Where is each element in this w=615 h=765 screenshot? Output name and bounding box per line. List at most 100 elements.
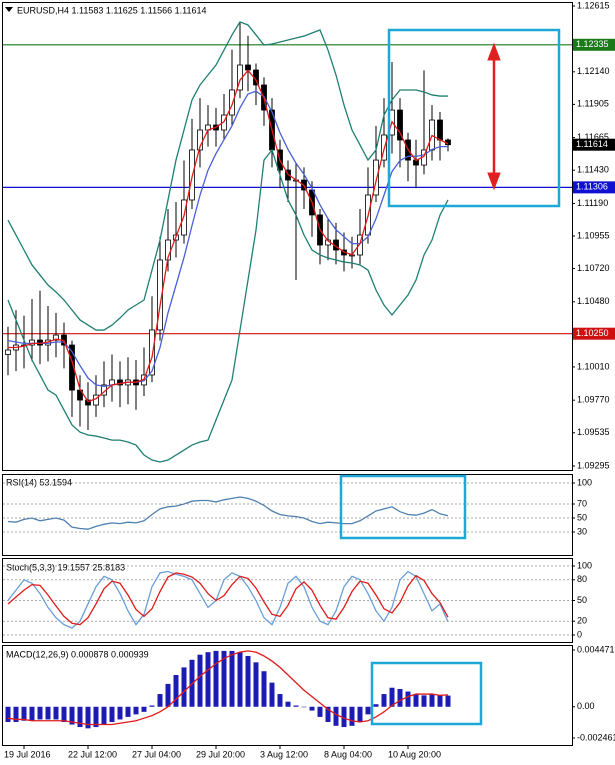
menu-icon [5, 7, 13, 12]
y-tick-label: 1.10955 [577, 230, 610, 240]
y-tick-label: 70 [577, 498, 587, 508]
y-tick-label: 20 [577, 616, 587, 626]
bar [61, 706, 67, 722]
y-tick-label: 1.09295 [577, 460, 610, 470]
bar [413, 694, 419, 707]
y-tick-label: 0.00 [577, 701, 595, 711]
bar [341, 706, 347, 728]
series-line [7, 148, 449, 463]
bar [309, 706, 315, 711]
bar [253, 662, 259, 707]
candle-body [53, 334, 59, 341]
y-tick-label: 1.11905 [577, 99, 609, 109]
bar [429, 694, 435, 707]
candle-body [5, 349, 11, 355]
x-tick-label: 8 Aug 04:00 [324, 749, 372, 759]
candle-body [157, 259, 163, 331]
series-line [7, 650, 449, 726]
bar [405, 691, 411, 707]
bar [21, 706, 27, 721]
highlight-box [339, 474, 467, 540]
candle-body [85, 399, 91, 406]
highlight-box [387, 28, 561, 208]
y-tick-label: 1.11430 [577, 165, 609, 175]
level-tag [573, 181, 615, 194]
highlight-box [370, 661, 483, 726]
bar [45, 706, 51, 720]
y-tick-label: 0.004471 [577, 644, 615, 654]
bar [101, 706, 107, 725]
candle-body [69, 344, 75, 391]
bar [357, 706, 363, 722]
annotation-boxes [339, 28, 561, 726]
level-tag [573, 327, 615, 340]
candle-body [221, 114, 227, 131]
bar [333, 706, 339, 726]
level-label: 1.12335 [576, 39, 609, 49]
bar [221, 650, 227, 707]
bar [37, 706, 43, 720]
series-line [7, 572, 449, 626]
bar [205, 652, 211, 707]
x-tick-label: 19 Jul 2016 [4, 749, 51, 759]
bar [245, 655, 251, 707]
y-tick-label: 1.11665 [577, 132, 609, 142]
series-line [7, 496, 449, 530]
bar [85, 706, 91, 729]
bar [237, 652, 243, 707]
y-tick-label: 50 [577, 595, 587, 605]
bar [173, 675, 179, 707]
bar [133, 706, 139, 715]
bar [53, 706, 59, 720]
bar [117, 706, 123, 720]
bar [125, 706, 131, 717]
bar [5, 706, 11, 722]
y-tick-label: 1.12615 [577, 0, 610, 10]
y-tick-label: 100 [577, 560, 592, 570]
bar [261, 671, 267, 707]
x-tick-label: 29 Jul 20:00 [196, 749, 245, 759]
level-label: 1.11306 [576, 182, 608, 192]
macd-panel [2, 645, 573, 746]
y-tick-label: 0 [577, 629, 582, 639]
bar [421, 695, 427, 707]
x-tick-label: 27 Jul 04:00 [132, 749, 181, 759]
bar [389, 687, 395, 707]
y-tick-label: 50 [577, 512, 587, 522]
bar [29, 706, 35, 721]
bar [445, 695, 451, 707]
bar [325, 706, 331, 722]
y-tick-label: -0.002461 [577, 732, 615, 742]
bar [69, 706, 75, 725]
y-tick-label: 1.09770 [577, 395, 610, 405]
arrow-head [487, 42, 501, 61]
bar [229, 650, 235, 707]
y-tick-label: 1.09535 [577, 427, 610, 437]
candle-body [229, 89, 235, 116]
x-tick-label: 22 Jul 12:00 [68, 749, 117, 759]
bar [301, 706, 307, 708]
bar [181, 667, 187, 707]
bar [293, 705, 299, 707]
rsi-panel [2, 474, 573, 556]
candle-body [437, 119, 443, 141]
bar [317, 706, 323, 717]
bar [437, 695, 443, 707]
y-tick-label: 100 [577, 477, 592, 487]
macd-title: MACD(12,26,9) 0.000878 0.000939 [6, 649, 149, 659]
y-tick-label: 1.11190 [577, 198, 608, 208]
y-tick-label: 1.10720 [577, 263, 610, 273]
bar [365, 706, 371, 715]
candle-body [397, 109, 403, 141]
x-tick-label: 3 Aug 12:00 [260, 749, 308, 759]
rsi-title: RSI(14) 53.1594 [6, 477, 72, 487]
y-tick-label: 1.12140 [577, 66, 610, 76]
marks: 1.12615 1.12140 1.11905 1.11665 1.11430 1.111… [3, 0, 615, 759]
series-line [7, 90, 448, 387]
candle-body [357, 234, 363, 256]
bar [149, 705, 155, 707]
bar [109, 706, 115, 722]
series-line [7, 21, 448, 331]
y-tick-label: 1.10480 [577, 296, 610, 306]
